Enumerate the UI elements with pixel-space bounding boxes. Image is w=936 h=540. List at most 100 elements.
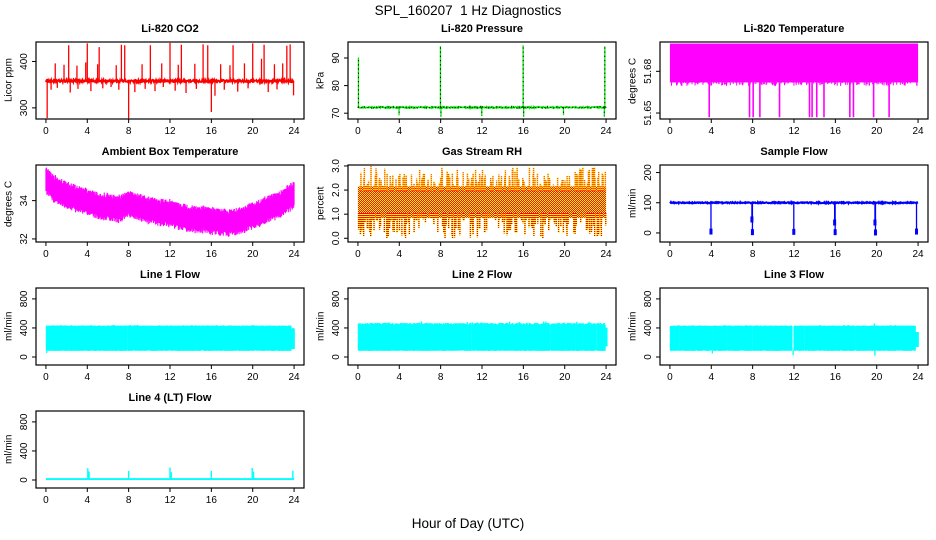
svg-text:0: 0 (43, 249, 49, 260)
svg-text:12: 12 (164, 495, 176, 506)
svg-text:24: 24 (289, 495, 301, 506)
panel-line2-flow: Line 2 Flow ml/min 0 4 8 12 16 20 24 0 400 800 (312, 266, 624, 389)
svg-text:16: 16 (206, 372, 218, 383)
plot-li820-pressure: 0 4 8 12 16 20 24 70 80 90 (331, 41, 617, 137)
svg-text:4: 4 (397, 372, 403, 383)
svg-text:12: 12 (164, 249, 176, 260)
svg-text:4: 4 (85, 495, 91, 506)
svg-text:800: 800 (19, 290, 30, 307)
svg-text:32: 32 (19, 233, 30, 245)
plot-sample-flow: 0 4 8 12 16 20 24 0 100 200 (643, 164, 929, 260)
svg-text:2.0: 2.0 (331, 183, 342, 197)
svg-text:0: 0 (667, 372, 673, 383)
svg-text:0: 0 (331, 354, 342, 360)
svg-text:0: 0 (43, 126, 49, 137)
plot-gas-stream-rh: 0 4 8 12 16 20 24 0.0 1.0 2.0 3.0 (331, 159, 617, 260)
svg-text:4: 4 (397, 249, 403, 260)
svg-text:16: 16 (518, 126, 530, 137)
svg-text:80: 80 (331, 80, 342, 92)
svg-text:51.68: 51.68 (643, 58, 654, 83)
panel-sample-flow: Sample Flow ml/min 0 4 8 12 16 20 24 0 100 200 (624, 143, 936, 266)
panel-li820-pressure: Li-820 Pressure kPa 0 4 8 12 16 20 24 70 80 90 (312, 20, 624, 143)
panel-line1-flow: Line 1 Flow ml/min 0 4 8 12 16 20 24 0 400 800 (0, 266, 312, 389)
svg-text:70: 70 (331, 107, 342, 119)
svg-text:1.0: 1.0 (331, 207, 342, 221)
svg-text:4: 4 (709, 249, 715, 260)
svg-text:20: 20 (871, 249, 883, 260)
panel-title-li820-pressure: Li-820 Pressure (441, 23, 523, 35)
svg-text:0: 0 (643, 354, 654, 360)
svg-text:4: 4 (397, 126, 403, 137)
svg-text:8: 8 (126, 126, 132, 137)
svg-text:4: 4 (85, 126, 91, 137)
svg-text:8: 8 (126, 495, 132, 506)
svg-text:400: 400 (19, 53, 30, 70)
svg-text:12: 12 (788, 372, 800, 383)
svg-text:0: 0 (355, 126, 361, 137)
panel-title-gas-stream-rh: Gas Stream RH (441, 146, 523, 158)
plot-li820-co2: 0 4 8 12 16 20 24 300 400 (19, 41, 305, 137)
plot-li820-temperature: 0 4 8 12 16 20 24 51.65 51.68 (643, 41, 929, 137)
panel-title-line1-flow: Line 1 Flow (140, 269, 200, 281)
svg-text:800: 800 (643, 290, 654, 307)
svg-text:16: 16 (206, 495, 218, 506)
svg-text:12: 12 (164, 372, 176, 383)
svg-text:0: 0 (355, 249, 361, 260)
panel-line3-flow: Line 3 Flow ml/min 0 4 8 12 16 20 24 0 400 800 (624, 266, 936, 389)
plot-line1-flow: 0 4 8 12 16 20 24 0 400 800 (19, 287, 305, 383)
svg-text:800: 800 (331, 290, 342, 307)
svg-text:24: 24 (913, 372, 925, 383)
panel-title-line4-lt-flow: Line 4 (LT) Flow (128, 392, 212, 404)
svg-text:0: 0 (19, 477, 30, 483)
svg-text:0: 0 (43, 495, 49, 506)
svg-text:24: 24 (289, 249, 301, 260)
svg-text:16: 16 (830, 126, 842, 137)
plot-line3-flow: 0 4 8 12 16 20 24 0 400 800 (643, 287, 929, 383)
svg-text:8: 8 (126, 249, 132, 260)
panel-li820-temperature: Li-820 Temperature degrees C 0 4 8 12 16 20 24… (624, 20, 936, 143)
panel-title-sample-flow: Sample Flow (760, 146, 828, 158)
panel-title-line3-flow: Line 3 Flow (764, 269, 824, 281)
svg-text:20: 20 (871, 126, 883, 137)
svg-text:20: 20 (247, 372, 259, 383)
svg-text:400: 400 (643, 319, 654, 336)
svg-text:0: 0 (19, 354, 30, 360)
panel-title-li820-temperature: Li-820 Temperature (743, 23, 845, 35)
svg-text:20: 20 (247, 126, 259, 137)
svg-text:20: 20 (871, 372, 883, 383)
panel-title-ambient-box-temperature: Ambient Box Temperature (101, 146, 239, 158)
svg-text:4: 4 (709, 126, 715, 137)
panel-title-line2-flow: Line 2 Flow (452, 269, 512, 281)
plot-line2-flow: 0 4 8 12 16 20 24 0 400 800 (331, 287, 617, 383)
svg-text:8: 8 (126, 372, 132, 383)
svg-text:8: 8 (750, 372, 756, 383)
svg-text:200: 200 (643, 164, 654, 181)
panel-li820-co2: Li-820 CO2 Licor ppm 0 4 8 12 16 20 24 300 400 (0, 20, 312, 143)
svg-text:12: 12 (476, 372, 488, 383)
svg-text:20: 20 (247, 249, 259, 260)
svg-text:0: 0 (43, 372, 49, 383)
svg-text:16: 16 (206, 249, 218, 260)
panel-line4-lt-flow: Line 4 (LT) Flow ml/min 0 4 8 12 16 20 24 0 400 8… (0, 389, 312, 512)
svg-text:4: 4 (85, 249, 91, 260)
svg-text:12: 12 (476, 249, 488, 260)
svg-text:16: 16 (518, 249, 530, 260)
plot-ambient-box-temperature: 0 4 8 12 16 20 24 32 34 (19, 164, 305, 260)
svg-text:16: 16 (518, 372, 530, 383)
svg-text:16: 16 (830, 372, 842, 383)
svg-text:24: 24 (601, 249, 613, 260)
svg-text:24: 24 (601, 372, 613, 383)
svg-text:0: 0 (667, 126, 673, 137)
svg-text:24: 24 (913, 126, 925, 137)
panel-title-li820-co2: Li-820 CO2 (141, 23, 199, 35)
svg-text:8: 8 (750, 249, 756, 260)
svg-text:12: 12 (164, 126, 176, 137)
svg-text:0: 0 (643, 230, 654, 236)
svg-text:100: 100 (643, 194, 654, 211)
svg-text:20: 20 (559, 249, 571, 260)
svg-text:8: 8 (438, 249, 444, 260)
svg-text:16: 16 (206, 126, 218, 137)
svg-text:20: 20 (559, 372, 571, 383)
svg-text:0: 0 (667, 249, 673, 260)
svg-text:24: 24 (289, 372, 301, 383)
